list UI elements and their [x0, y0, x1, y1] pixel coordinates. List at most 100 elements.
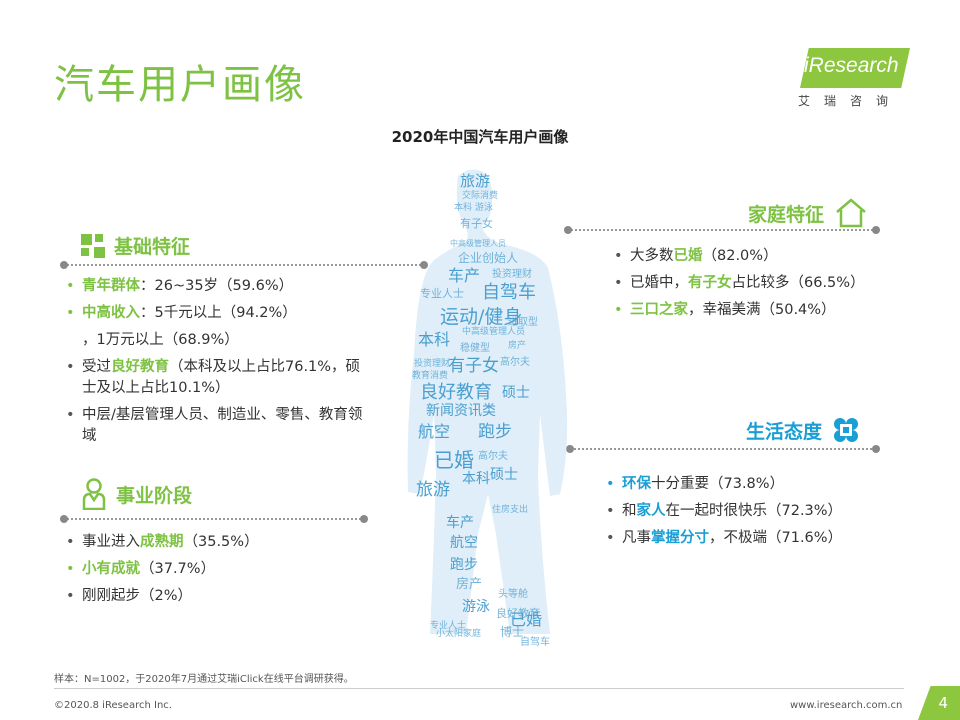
- family-list: 大多数已婚（82.0%） 已婚中，有子女占比较多（66.5%） 三口之家，幸福美满（…: [612, 246, 912, 327]
- item-text: 刚刚起步（2%）: [82, 588, 193, 604]
- sample-note: 样本：N=1002，于2020年7月通过艾瑞iClick在线平台调研获得。: [54, 674, 354, 685]
- wordcloud-word: 高尔夫: [500, 357, 530, 368]
- wordcloud-word: 车产: [448, 266, 481, 285]
- wordcloud-word: 航空: [418, 422, 451, 441]
- attitude-item: 凡事掌握分寸，不极端（71.6%）: [604, 528, 904, 549]
- basic-section-header: 基础特征: [80, 232, 190, 259]
- logo-shape: [800, 48, 910, 88]
- highlight-text: 环保: [622, 476, 651, 492]
- item-text: 事业进入: [82, 534, 140, 550]
- wordcloud-word: 旅游: [460, 172, 491, 190]
- wordcloud-word: 中高级管理人员: [450, 239, 506, 248]
- basic-section-title: 基础特征: [114, 236, 191, 258]
- wordcloud-word: 交际消费: [462, 191, 499, 201]
- item-text: 已婚中，: [630, 275, 688, 291]
- user-figure-wordcloud: 旅游 交际消费 本科 游泳 有子女 中高级管理人员 企业创始人 车产 投资理财 自驾车 专业人士运…: [390, 164, 585, 654]
- item-text: ，1万元以上（68.9%）: [82, 332, 239, 348]
- page-number: 4: [938, 694, 948, 712]
- wordcloud-word: 运动/健身: [440, 306, 523, 328]
- wordcloud-word: 博士: [500, 625, 525, 639]
- wordcloud-word: 高尔夫: [478, 451, 508, 462]
- wordcloud-word: 跑步: [450, 557, 478, 573]
- wordcloud-word: 旅游: [416, 480, 450, 500]
- wordcloud-word: 专业人士: [420, 287, 464, 300]
- page-number-tab: 4: [918, 686, 960, 720]
- wordcloud-word: 住房支出: [492, 505, 529, 515]
- basic-item: 中层/基层管理人员、制造业、零售、教育领域: [64, 405, 364, 447]
- item-text: 和: [622, 503, 637, 519]
- highlight-text: 已婚: [673, 248, 703, 264]
- item-text: （37.7%）: [140, 561, 216, 577]
- iresearch-logo: iResearch 艾瑞咨询: [790, 48, 910, 110]
- item-text: 十分重要（73.8%）: [651, 476, 785, 492]
- family-item: 已婚中，有子女占比较多（66.5%）: [612, 273, 912, 294]
- website: www.iresearch.com.cn: [790, 700, 903, 711]
- item-text: （本科及以上占比76.1%，硕士及以上占比10.1%）: [82, 359, 361, 396]
- attitude-section-header: 生活态度: [746, 416, 860, 444]
- item-text: （35.5%）: [183, 534, 259, 550]
- family-section-header: 家庭特征: [748, 198, 868, 228]
- blocks-icon: [81, 233, 105, 258]
- highlight-text: 小有成就: [82, 561, 140, 577]
- item-text: 受过: [82, 359, 111, 375]
- wordcloud-word: 航空: [450, 535, 478, 551]
- wordcloud-word: 本科: [462, 471, 490, 487]
- footer-divider: [54, 688, 904, 689]
- logo-word: iResearch: [804, 54, 899, 77]
- item-text: ，不极端（71.6%）: [709, 530, 843, 546]
- wordcloud-word: 硕士: [502, 385, 530, 401]
- wordcloud-word: 游泳: [462, 599, 490, 615]
- wordcloud-word: 本科: [418, 330, 451, 349]
- basic-item: ，1万元以上（68.9%）: [64, 330, 364, 351]
- wordcloud-word: 有子女: [448, 356, 499, 376]
- career-list: 事业进入成熟期（35.5%） 小有成就（37.7%） 刚刚起步（2%）: [64, 532, 364, 613]
- page-title: 汽车用户画像: [54, 62, 306, 108]
- item-text: ，幸福美满（50.4%）: [688, 302, 836, 318]
- wordcloud-word: 小太阳家庭: [436, 629, 482, 639]
- basic-item: 青年群体：26~35岁（59.6%）: [64, 276, 364, 297]
- wordcloud-word: 车产: [446, 515, 474, 531]
- highlight-text: 成熟期: [140, 534, 184, 550]
- wordcloud-word: 专业人士: [430, 621, 467, 631]
- basic-item: 中高收入：5千元以上（94.2%）: [64, 303, 364, 324]
- wordcloud-word: 自驾车: [482, 282, 536, 303]
- highlight-text: 掌握分寸: [651, 530, 709, 546]
- family-section-title: 家庭特征: [748, 203, 825, 226]
- wordcloud-word: 中高级管理人员: [462, 327, 526, 337]
- attitude-item: 环保十分重要（73.8%）: [604, 474, 904, 495]
- highlight-text: 三口之家: [630, 302, 688, 318]
- logo-sub: 艾瑞咨询: [798, 94, 903, 108]
- career-section-title: 事业阶段: [116, 484, 193, 507]
- wordcloud-word: 有子女: [460, 217, 493, 230]
- highlight-text: 有子女: [688, 275, 732, 291]
- wordcloud-word: 房产: [456, 577, 483, 592]
- item-text: 凡事: [622, 530, 651, 546]
- copyright: ©2020.8 iResearch Inc.: [54, 700, 172, 711]
- item-text: ：5千元以上（94.2%）: [140, 305, 297, 321]
- wordcloud-word: 投资理财: [414, 359, 451, 369]
- wordcloud-word: 房产: [508, 341, 527, 351]
- wordcloud-word: 硕士: [490, 467, 518, 483]
- wordcloud-word: 本科 游泳: [454, 203, 493, 213]
- wordcloud-word: 企业创始人: [458, 251, 519, 265]
- wordcloud-word: 投资理财: [492, 269, 532, 280]
- basic-item: 受过良好教育（本科及以上占比76.1%，硕士及以上占比10.1%）: [64, 357, 364, 399]
- basic-divider: [60, 261, 428, 269]
- person-icon: [82, 478, 106, 510]
- item-text: 占比较多（66.5%）: [731, 275, 865, 291]
- wordcloud-word: 新闻资讯类: [426, 403, 496, 419]
- figure-silhouette: [407, 169, 568, 635]
- item-text: ：26~35岁（59.6%）: [140, 278, 294, 294]
- item-text: （82.0%）: [702, 248, 778, 264]
- family-item: 大多数已婚（82.0%）: [612, 246, 912, 267]
- attitude-section-title: 生活态度: [746, 420, 823, 443]
- wordcloud-word: 自驾车: [520, 637, 550, 648]
- career-item: 事业进入成熟期（35.5%）: [64, 532, 364, 553]
- career-section-header: 事业阶段: [82, 478, 192, 510]
- wordcloud-word: 教育消费: [412, 371, 449, 381]
- house-icon: [836, 198, 866, 228]
- highlight-text: 中高收入: [82, 305, 140, 321]
- wordcloud-word: 已婚: [434, 448, 474, 472]
- career-item: 小有成就（37.7%）: [64, 559, 364, 580]
- item-text: 在一起时很快乐（72.3%）: [665, 503, 843, 519]
